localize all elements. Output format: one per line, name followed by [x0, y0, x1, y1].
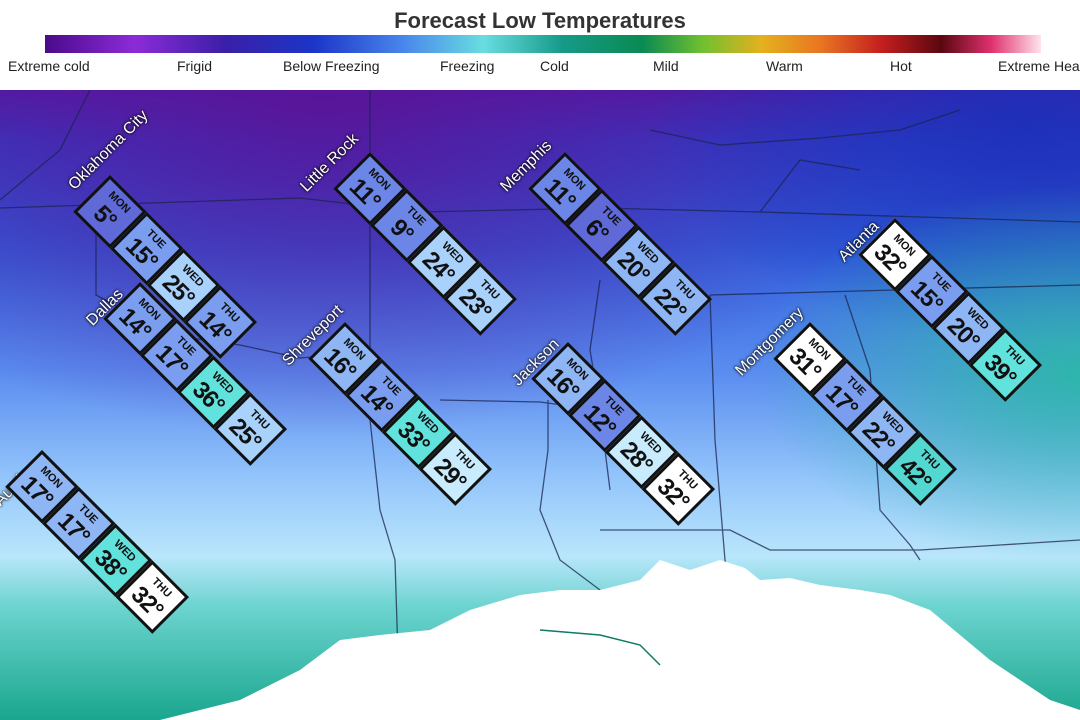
scale-label-warm: Warm	[766, 58, 803, 74]
scale-label-cold: Cold	[540, 58, 569, 74]
temperature-color-scale	[45, 35, 1041, 53]
scale-label-mild: Mild	[653, 58, 679, 74]
scale-label-extreme-cold: Extreme cold	[8, 58, 90, 74]
forecast-map: Oklahoma City MON 5° TUE 15° WED 25° THU 14°…	[0, 90, 1080, 720]
scale-label-extreme-heat: Extreme Heat	[998, 58, 1080, 74]
legend-header: Forecast Low Temperatures Ex	[0, 0, 1080, 90]
scale-label-below-freezing: Below Freezing	[283, 58, 380, 74]
page-title: Forecast Low Temperatures	[394, 8, 686, 33]
scale-label-frigid: Frigid	[177, 58, 213, 74]
scale-label-freezing: Freezing	[440, 58, 495, 74]
scale-label-hot: Hot	[890, 58, 912, 74]
